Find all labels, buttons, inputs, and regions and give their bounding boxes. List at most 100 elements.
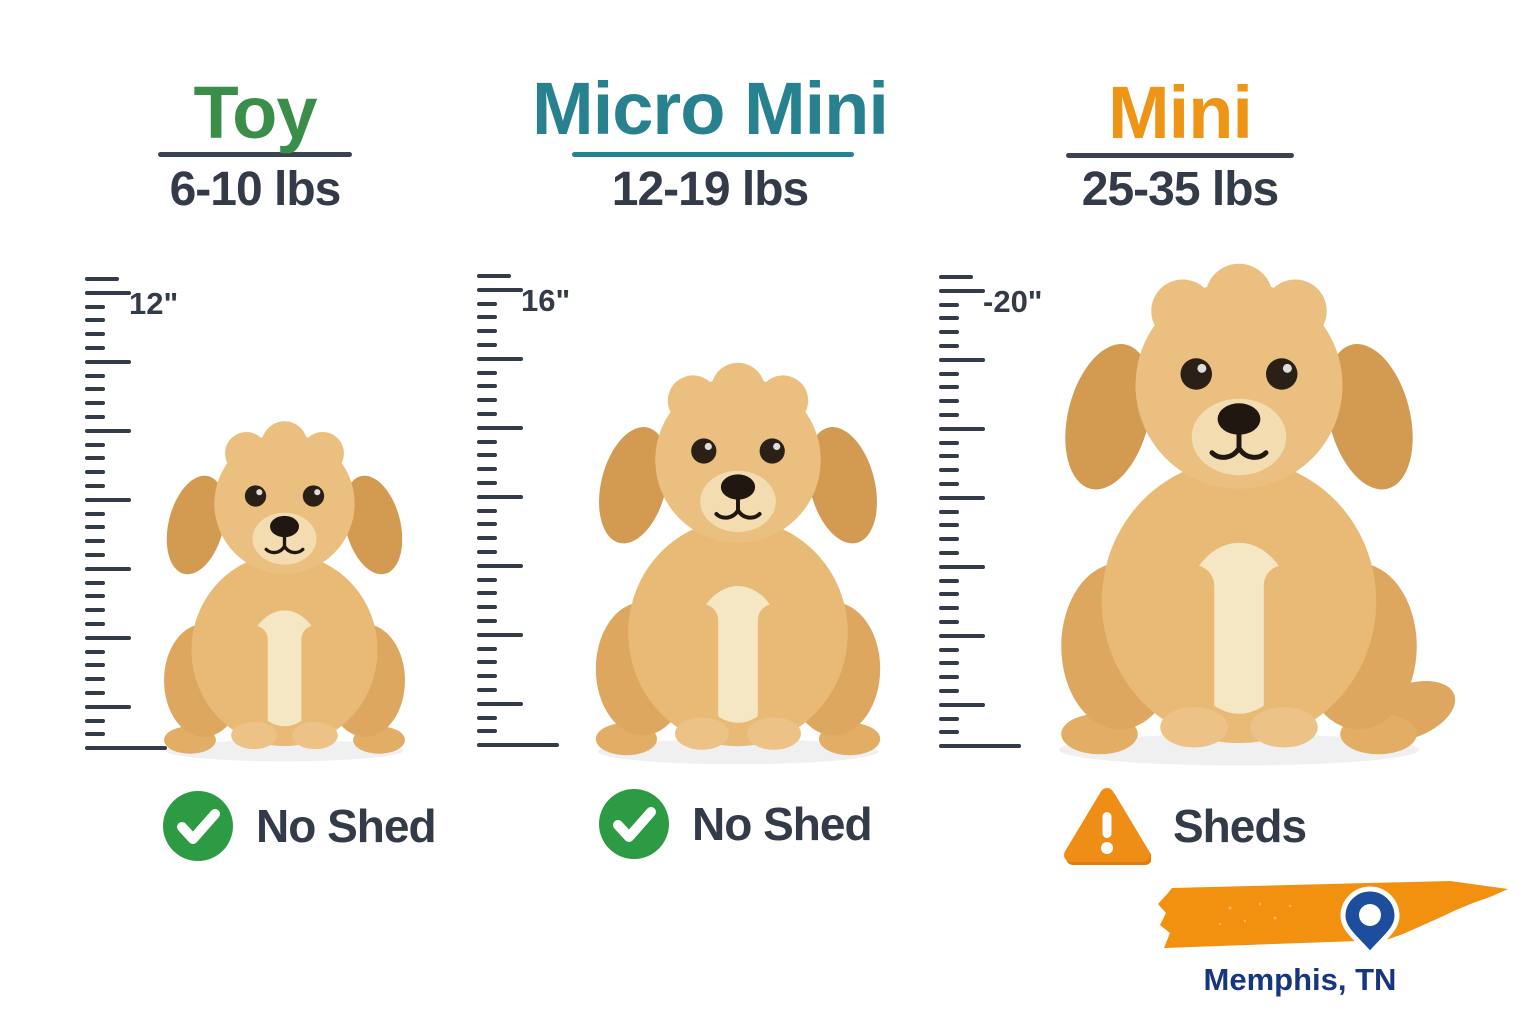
ruler-tick (85, 373, 105, 378)
dog-photo-mini (1014, 250, 1464, 768)
check-circle-icon (163, 791, 233, 861)
column-title-micro-mini: Micro Mini (532, 67, 889, 150)
ruler-tick (939, 744, 1021, 749)
ruler-tick (477, 508, 497, 513)
ruler-tick (477, 646, 497, 651)
title-underline-mini (1066, 153, 1294, 158)
ruler-tick (477, 577, 497, 582)
ruler-tick (939, 592, 959, 597)
ruler-tick (939, 564, 985, 569)
ruler-tick (939, 357, 985, 362)
ruler-tick (477, 729, 497, 734)
title-underline-micro-mini (572, 152, 854, 157)
ruler-label-micro-mini: 16" (521, 283, 571, 318)
ruler-tick (85, 677, 105, 682)
shed-badge-label: Sheds (1173, 800, 1307, 852)
ruler-tick (85, 304, 105, 309)
ruler-tick (85, 456, 105, 461)
ruler-tick (477, 287, 523, 292)
ruler-tick (85, 663, 105, 668)
ruler-tick (939, 675, 959, 680)
ruler-tick (939, 413, 959, 417)
ruler-tick (939, 702, 985, 707)
title-underline-toy (158, 152, 352, 157)
ruler-tick (939, 509, 959, 514)
ruler-tick (85, 497, 131, 502)
city-label: Memphis, TN (1203, 962, 1397, 997)
ruler-tick (477, 315, 497, 320)
ruler-tick (85, 622, 105, 626)
ruler-tick (939, 578, 959, 583)
ruler-tick (85, 277, 119, 281)
ruler-tick (85, 332, 105, 337)
shed-badge-mini: Sheds (1063, 786, 1307, 866)
ruler-tick (477, 743, 559, 748)
ruler-tick (85, 718, 105, 723)
location-pin-icon (1340, 886, 1400, 958)
ruler-tick (477, 301, 497, 306)
ruler-tick (477, 563, 523, 568)
tennessee-state-shape (1158, 881, 1508, 958)
ruler-tick (939, 344, 959, 348)
ruler-tick (477, 398, 497, 403)
ruler-tick (477, 522, 497, 527)
ruler-tick (939, 730, 959, 735)
shed-badge-toy: No Shed (162, 790, 437, 862)
shed-badge-label: No Shed (256, 800, 437, 852)
ruler-tick (477, 343, 497, 347)
weight-range-mini: 25-35 lbs (1081, 163, 1279, 216)
ruler-tick (939, 523, 959, 528)
ruler-tick (939, 647, 959, 652)
ruler-tick (477, 632, 523, 637)
ruler-tick (477, 688, 497, 692)
ruler-tick (85, 428, 131, 433)
ruler-tick (85, 401, 105, 406)
ruler-tick (939, 633, 985, 638)
ruler-tick (477, 619, 497, 623)
ruler-label-toy: 12" (129, 286, 179, 321)
ruler-tick (477, 536, 497, 541)
height-ruler-mini: -20" (939, 275, 1109, 751)
ruler-tick (477, 370, 497, 375)
ruler-tick (939, 288, 985, 293)
height-ruler-micro-mini: 16" (477, 274, 647, 752)
ruler-tick (85, 415, 105, 419)
ruler-tick (85, 746, 167, 751)
ruler-tick (939, 440, 959, 445)
ruler-tick (477, 481, 497, 485)
ruler-tick (939, 716, 959, 721)
ruler-tick (939, 495, 985, 500)
ruler-tick (85, 608, 105, 613)
dog-illustration (1059, 263, 1456, 766)
dog-illustration (595, 362, 881, 765)
ruler-tick (939, 454, 959, 459)
ruler-tick (477, 453, 497, 458)
ruler-tick (939, 620, 959, 624)
tennessee-map (1150, 876, 1525, 966)
ruler-tick (939, 330, 959, 335)
ruler-tick (939, 275, 973, 279)
ruler-tick (477, 701, 523, 706)
column-title-mini: Mini (1108, 71, 1253, 154)
weight-range-micro-mini: 12-19 lbs (611, 163, 809, 216)
ruler-tick (939, 399, 959, 404)
ruler-tick (85, 649, 105, 654)
ruler-tick (477, 674, 497, 679)
ruler-tick (939, 606, 959, 611)
ruler-tick (939, 661, 959, 666)
ruler-tick (85, 635, 131, 640)
ruler-tick (477, 660, 497, 665)
ruler-tick (939, 371, 959, 376)
shed-badge-label: No Shed (692, 798, 873, 850)
ruler-tick (939, 551, 959, 555)
dog-photo-toy (132, 412, 437, 763)
ruler-tick (477, 329, 497, 334)
ruler-tick (477, 439, 497, 444)
shed-badge-micro-mini: No Shed (598, 788, 873, 860)
ruler-tick (85, 511, 105, 516)
dog-photo-micro-mini (558, 352, 918, 766)
ruler-tick (477, 274, 511, 278)
ruler-tick (85, 525, 105, 530)
ruler-tick (477, 550, 497, 554)
ruler-tick (85, 442, 105, 447)
